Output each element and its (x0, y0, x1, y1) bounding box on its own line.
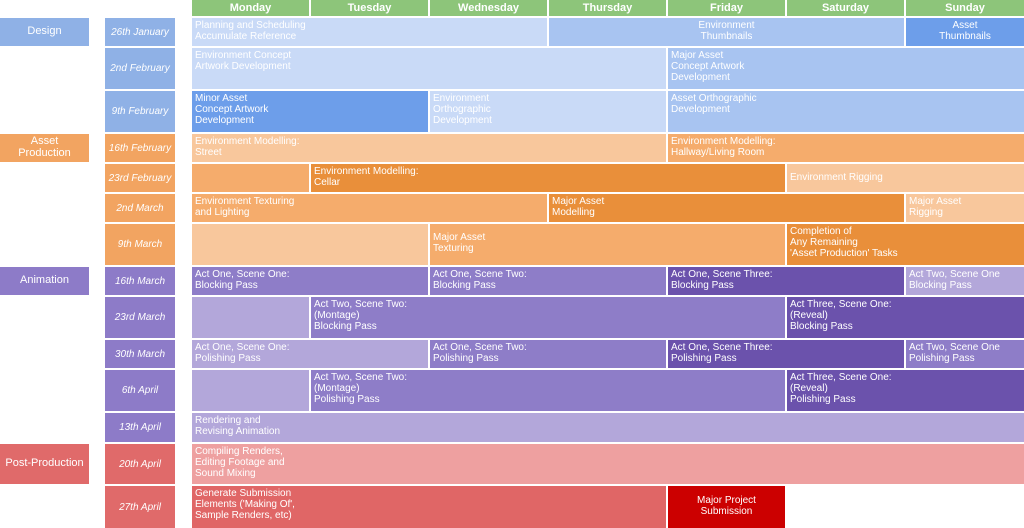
phase-design: Design (0, 18, 89, 46)
week-label: 23rd March (105, 297, 175, 338)
task-block: Minor Asset Concept Artwork Development (192, 91, 428, 132)
week-label: 30th March (105, 340, 175, 368)
week-label: 9th March (105, 224, 175, 265)
week-label: 2nd February (105, 48, 175, 89)
phase-animation: Animation (0, 267, 89, 295)
task-block: Major Asset Texturing (430, 224, 785, 265)
task-block: Act One, Scene One: Polishing Pass (192, 340, 428, 368)
task-block: Rendering and Revising Animation (192, 413, 1024, 442)
day-header-thursday: Thursday (549, 0, 666, 16)
week-label: 16th March (105, 267, 175, 295)
day-header-sunday: Sunday (906, 0, 1024, 16)
task-block (192, 164, 309, 192)
task-block: Major Asset Concept Artwork Development (668, 48, 1024, 89)
day-header-monday: Monday (192, 0, 309, 16)
task-block: Act Two, Scene Two: (Montage) Polishing … (311, 370, 785, 411)
task-block: Act One, Scene Two: Blocking Pass (430, 267, 666, 295)
task-block: Asset Thumbnails (906, 18, 1024, 46)
task-block: Environment Modelling: Cellar (311, 164, 785, 192)
day-header-wednesday: Wednesday (430, 0, 547, 16)
task-block (192, 370, 309, 411)
week-label: 13th April (105, 413, 175, 442)
week-label: 16th February (105, 134, 175, 162)
week-label: 27th April (105, 486, 175, 528)
task-block: Act Two, Scene Two: (Montage) Blocking P… (311, 297, 785, 338)
task-block: Planning and Scheduling Accumulate Refer… (192, 18, 547, 46)
task-block: Act Three, Scene One: (Reveal) Polishing… (787, 370, 1024, 411)
task-block: Compiling Renders, Editing Footage and S… (192, 444, 1024, 484)
task-block (192, 297, 309, 338)
phase-asset-production: Asset Production (0, 134, 89, 162)
task-block: Major Asset Rigging (906, 194, 1024, 222)
task-block: Act One, Scene Three: Blocking Pass (668, 267, 904, 295)
task-block: Act One, Scene One: Blocking Pass (192, 267, 428, 295)
week-label: 2nd March (105, 194, 175, 222)
task-block: Act Two, Scene One Blocking Pass (906, 267, 1024, 295)
day-header-tuesday: Tuesday (311, 0, 428, 16)
task-block: Completion of Any Remaining 'Asset Produ… (787, 224, 1024, 265)
task-block: Environment Rigging (787, 164, 1024, 192)
task-block: Act Three, Scene One: (Reveal) Blocking … (787, 297, 1024, 338)
task-block: Environment Thumbnails (549, 18, 904, 46)
week-label: 9th February (105, 91, 175, 132)
task-block: Act One, Scene Three: Polishing Pass (668, 340, 904, 368)
day-header-saturday: Saturday (787, 0, 904, 16)
task-block-submission: Major Project Submission (668, 486, 785, 528)
task-block: Environment Orthographic Development (430, 91, 666, 132)
week-label: 26th January (105, 18, 175, 46)
task-block: Generate Submission Elements ('Making Of… (192, 486, 666, 528)
task-block: Major Asset Modelling (549, 194, 904, 222)
week-label: 6th April (105, 370, 175, 411)
task-block: Act Two, Scene One Polishing Pass (906, 340, 1024, 368)
week-label: 23rd February (105, 164, 175, 192)
task-block: Environment Modelling: Hallway/Living Ro… (668, 134, 1024, 162)
task-block: Asset Orthographic Development (668, 91, 1024, 132)
phase-post-production: Post-Production (0, 444, 89, 484)
task-block: Act One, Scene Two: Polishing Pass (430, 340, 666, 368)
task-block: Environment Modelling: Street (192, 134, 666, 162)
day-header-friday: Friday (668, 0, 785, 16)
task-block (192, 224, 428, 265)
task-block: Environment Texturing and Lighting (192, 194, 547, 222)
week-label: 20th April (105, 444, 175, 484)
task-block: Environment Concept Artwork Development (192, 48, 666, 89)
